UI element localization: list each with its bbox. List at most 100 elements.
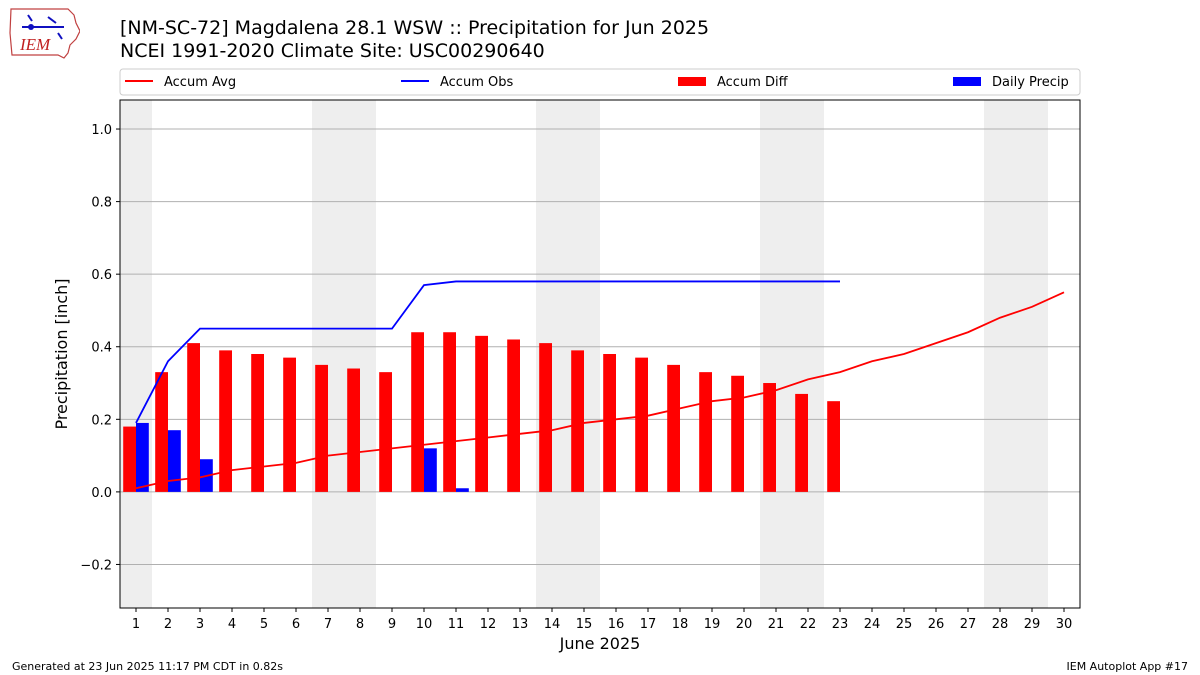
x-tick-label: 30 [1056, 617, 1073, 632]
x-tick-label: 17 [640, 617, 657, 632]
station-dot-icon [28, 24, 34, 30]
x-tick-label: 12 [480, 617, 497, 632]
weekend-shading [120, 100, 1048, 608]
x-tick-label: 18 [672, 617, 689, 632]
footer-app-text: IEM Autoplot App #17 [1066, 660, 1189, 673]
x-tick-label: 9 [388, 617, 396, 632]
x-tick-label: 29 [1024, 617, 1041, 632]
y-tick-label: 0.8 [91, 196, 112, 211]
accum-avg-line [135, 291, 1065, 490]
y-tick-label: 0.6 [91, 268, 112, 283]
legend-label: Accum Avg [164, 75, 236, 90]
accum-diff-bar [219, 350, 232, 492]
accum-diff-bar [635, 357, 648, 492]
y-axis-label: Precipitation [inch] [52, 278, 71, 429]
x-tick-label: 25 [896, 617, 913, 632]
iem-logo: IEM [9, 8, 80, 59]
accum-diff-bar [283, 357, 296, 492]
weekend-band [1016, 100, 1048, 608]
accum-obs-line [135, 280, 840, 424]
daily-precip-bar [456, 488, 469, 492]
accum-diff-bar [379, 372, 392, 492]
weather-symbols-icon [22, 14, 64, 40]
accum-diff-bar [795, 393, 808, 492]
accum-diff-bar [347, 368, 360, 492]
x-tick-label: 6 [292, 617, 300, 632]
x-tick-label: 20 [736, 617, 753, 632]
plot-frame [119, 99, 1081, 609]
accum-diff-bar [539, 343, 552, 492]
x-tick-label: 26 [928, 617, 945, 632]
accum-diff-bar [507, 339, 520, 492]
chart-subtitle: NCEI 1991-2020 Climate Site: USC00290640 [120, 40, 545, 62]
accum-diff-bar [827, 401, 840, 492]
legend-swatch-bar [678, 77, 706, 86]
legend-label: Daily Precip [992, 75, 1069, 90]
footer-generated-text: Generated at 23 Jun 2025 11:17 PM CDT in… [12, 660, 284, 673]
y-tick-label: −0.2 [80, 558, 112, 573]
x-tick-label: 15 [576, 617, 593, 632]
x-tick-label: 7 [324, 617, 332, 632]
weekend-band [536, 100, 568, 608]
daily-precip-bar [200, 459, 213, 492]
legend-box [119, 68, 1081, 96]
accum-diff-bar [155, 372, 168, 492]
legend-swatch-bar [953, 77, 981, 86]
x-tick-label: 2 [164, 617, 172, 632]
x-tick-label: 19 [704, 617, 721, 632]
x-tick-label: 27 [960, 617, 977, 632]
accum-diff-bar [731, 375, 744, 492]
accum-diff-bar [763, 383, 776, 492]
x-tick-label: 8 [356, 617, 364, 632]
accum-diff-bar [411, 332, 424, 492]
chart-title: [NM-SC-72] Magdalena 28.1 WSW :: Precipi… [120, 17, 710, 39]
x-tick-label: 24 [864, 617, 881, 632]
x-tick-label: 21 [768, 617, 785, 632]
lines [135, 280, 1065, 490]
axes: −0.20.00.20.40.60.81.01 2 3 4 5 6 7 8 9 10 11 12 13 1… [80, 123, 1072, 632]
bars [123, 332, 840, 492]
accum-diff-bar [187, 343, 200, 492]
x-tick-label: 22 [800, 617, 817, 632]
x-tick-label: 14 [544, 617, 561, 632]
legend: Accum Avg Accum Obs Accum Diff Daily Precip [119, 68, 1081, 96]
weekend-band [760, 100, 792, 608]
iowa-outline [9, 8, 80, 59]
accum-diff-bar [315, 364, 328, 492]
accum-diff-bar [251, 354, 264, 492]
x-tick-label: 23 [832, 617, 849, 632]
y-tick-label: 0.4 [91, 341, 112, 356]
weekend-band [984, 100, 1016, 608]
x-tick-label: 10 [416, 617, 433, 632]
x-tick-label: 11 [448, 617, 465, 632]
y-tick-label: 0.2 [91, 413, 112, 428]
daily-precip-bar [136, 422, 149, 492]
y-tick-label: 1.0 [91, 123, 112, 138]
logo-text: IEM [19, 35, 51, 54]
accum-diff-bar [571, 350, 584, 492]
weekend-band [344, 100, 376, 608]
x-tick-label: 4 [228, 617, 236, 632]
x-tick-label: 1 [132, 617, 140, 632]
daily-precip-bar [424, 448, 437, 492]
weekend-band [312, 100, 344, 608]
weekend-band [120, 100, 152, 608]
accum-diff-bar [443, 332, 456, 492]
x-tick-label: 3 [196, 617, 204, 632]
accum-diff-bar [475, 335, 488, 492]
accum-diff-bar [603, 354, 616, 492]
accum-diff-bar [667, 364, 680, 492]
x-tick-label: 13 [512, 617, 529, 632]
weekend-band [568, 100, 600, 608]
x-tick-label: 28 [992, 617, 1009, 632]
legend-label: Accum Obs [440, 75, 513, 90]
x-axis-label: June 2025 [559, 634, 641, 653]
y-gridlines [120, 128, 1080, 565]
y-tick-label: 0.0 [91, 486, 112, 501]
x-tick-label: 5 [260, 617, 268, 632]
accum-diff-bar [123, 426, 136, 492]
daily-precip-bar [168, 430, 181, 492]
x-tick-label: 16 [608, 617, 625, 632]
weekend-band [792, 100, 824, 608]
